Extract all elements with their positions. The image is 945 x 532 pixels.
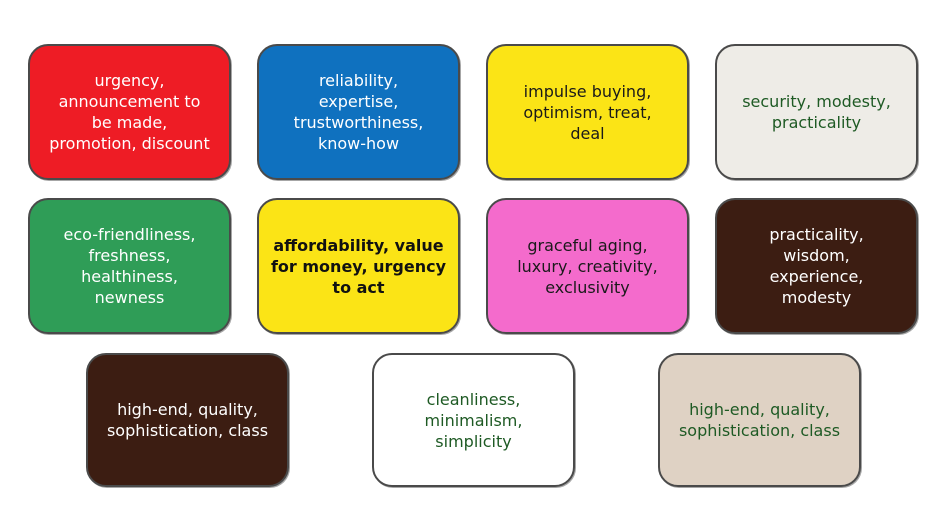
card-blue-text: reliability, expertise, trustworthiness,… bbox=[293, 71, 424, 153]
card-green-text: eco-friendliness, freshness, healthiness… bbox=[63, 225, 196, 307]
card-blue: reliability, expertise, trustworthiness,… bbox=[257, 44, 460, 180]
card-white: cleanliness, minimalism, simplicity bbox=[372, 353, 575, 487]
card-brown-bottom-text: high-end, quality, sophistication, class bbox=[106, 400, 269, 440]
card-green: eco-friendliness, freshness, healthiness… bbox=[28, 198, 231, 334]
card-white-text: cleanliness, minimalism, simplicity bbox=[424, 389, 523, 451]
card-tan-text: high-end, quality, sophistication, class bbox=[678, 400, 841, 440]
card-red: urgency, announcement to be made, promot… bbox=[28, 44, 231, 180]
card-red-text: urgency, announcement to be made, promot… bbox=[49, 71, 210, 153]
card-beige: security, modesty, practicality bbox=[715, 44, 918, 180]
card-brown-right: practicality, wisdom, experience, modest… bbox=[715, 198, 918, 334]
card-yellow-middle: affordability, value for money, urgency … bbox=[257, 198, 460, 334]
card-pink: graceful aging, luxury, creativity, excl… bbox=[486, 198, 689, 334]
card-tan: high-end, quality, sophistication, class bbox=[658, 353, 861, 487]
card-brown-bottom: high-end, quality, sophistication, class bbox=[86, 353, 289, 487]
card-yellow-top: impulse buying, optimism, treat, deal bbox=[486, 44, 689, 180]
card-yellow-middle-text: affordability, value for money, urgency … bbox=[270, 235, 447, 297]
card-brown-right-text: practicality, wisdom, experience, modest… bbox=[769, 225, 864, 307]
card-beige-text: security, modesty, practicality bbox=[742, 92, 891, 132]
card-yellow-top-text: impulse buying, optimism, treat, deal bbox=[523, 81, 652, 143]
card-pink-text: graceful aging, luxury, creativity, excl… bbox=[517, 235, 658, 297]
